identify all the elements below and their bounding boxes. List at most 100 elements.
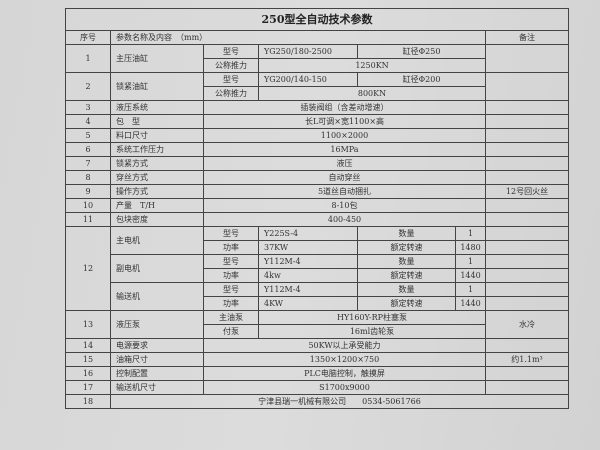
motor-speed: 1440 xyxy=(455,268,486,283)
sub-label: 公称推力 xyxy=(203,86,259,101)
sub-label: 功率 xyxy=(203,240,259,255)
motor-row: 副电机 型号 Y112M-4 数量 1 xyxy=(66,254,570,283)
row-remark xyxy=(484,268,570,283)
motor-qty: 1 xyxy=(455,254,486,269)
row-no: 11 xyxy=(65,212,111,227)
row-remark xyxy=(484,198,570,213)
row-remark xyxy=(484,380,570,395)
row-no: 1 xyxy=(65,44,111,73)
row-name: 系统工作压力 xyxy=(110,142,204,157)
motor-speed: 1480 xyxy=(455,240,486,255)
row-value: 1100×2000 xyxy=(203,128,486,143)
table-row: 公称推力 1250KN xyxy=(66,58,569,73)
table-row: 6 系统工作压力 16MPa xyxy=(65,142,570,157)
sub-label: 型号 xyxy=(203,254,259,269)
table-row: 5 料口尺寸 1100×2000 xyxy=(65,128,570,143)
sub-label: 型号 xyxy=(203,282,259,297)
motor-qty: 1 xyxy=(455,282,486,297)
row-name: 控制配置 xyxy=(110,366,204,381)
table-row: 2 锁紧油缸 型号 YG200/140-150 缸径Φ200 xyxy=(65,72,570,101)
row-remark: 约1.1m³ xyxy=(484,352,570,367)
row-name: 包块密度 xyxy=(110,212,204,227)
sub-label: 额定转速 xyxy=(357,268,456,283)
header-row: 序号 参数名称及内容 （mm） 备注 xyxy=(65,30,570,45)
table-row: 11 包块密度 400-450 xyxy=(65,212,570,227)
row-name: 锁紧油缸 xyxy=(110,72,204,101)
table-row: 15 油箱尺寸 1350×1200×750 约1.1m³ xyxy=(65,352,570,367)
row-no: 7 xyxy=(65,156,111,171)
row-value: 400-450 xyxy=(203,212,486,227)
row-no: 18 xyxy=(65,394,111,409)
row-remark xyxy=(484,72,570,101)
row-remark xyxy=(484,226,570,241)
table-row: 8 穿丝方式 自动穿丝 xyxy=(65,170,570,185)
footer-row: 18 宁津县瑞一机械有限公司 0534-5061766 xyxy=(65,394,570,409)
pump-row: 付泵 16ml齿轮泵 xyxy=(66,324,569,339)
row-no: 17 xyxy=(65,380,111,395)
row-no: 6 xyxy=(65,142,111,157)
table-row: 3 液压系统 插装阀组（含差动增速） xyxy=(65,100,570,115)
sub-label: 额定转速 xyxy=(357,240,456,255)
row-remark xyxy=(484,170,570,185)
row-name: 电源要求 xyxy=(110,338,204,353)
row-value: 16MPa xyxy=(203,142,486,157)
sub-value: 1250KN xyxy=(258,58,486,73)
row-no: 4 xyxy=(65,114,111,129)
sub-label: 数量 xyxy=(357,254,456,269)
motor-qty: 1 xyxy=(455,226,486,241)
sub-value: 16ml齿轮泵 xyxy=(258,324,486,339)
row-remark xyxy=(484,156,570,171)
row-no: 14 xyxy=(65,338,111,353)
row-value: 8-10包 xyxy=(203,198,486,213)
motor-model: Y112M-4 xyxy=(258,254,358,269)
row-value: S1700x9000 xyxy=(203,380,486,395)
motor-power: 37KW xyxy=(258,240,358,255)
row-no: 13 xyxy=(65,310,111,339)
row-no: 8 xyxy=(65,170,111,185)
table-row: 16 控制配置 PLC电脑控制，触摸屏 xyxy=(65,366,570,381)
row-name: 产量 T/H xyxy=(110,198,204,213)
row-name: 锁紧方式 xyxy=(110,156,204,171)
motor-name: 主电机 xyxy=(110,226,204,255)
pump-row: 13 液压泵 主油泵 HY160Y-RP柱塞泵 水冷 xyxy=(65,310,570,339)
motor-speed: 1440 xyxy=(455,296,486,311)
header-param: 参数名称及内容 （mm） xyxy=(110,30,486,45)
row-name: 穿丝方式 xyxy=(110,170,204,185)
motor-row: 输送机 型号 Y112M-4 数量 1 xyxy=(66,282,570,311)
row-no: 5 xyxy=(65,128,111,143)
row-value: 长L可调×宽1100×高 xyxy=(203,114,486,129)
header-no: 序号 xyxy=(65,30,111,45)
row-remark xyxy=(484,142,570,157)
row-value: 50KW以上承受能力 xyxy=(203,338,486,353)
table-row: 10 产量 T/H 8-10包 xyxy=(65,198,570,213)
row-no: 12 xyxy=(65,226,111,311)
table-row: 17 输送机尺寸 S1700x9000 xyxy=(65,380,570,395)
motor-name: 副电机 xyxy=(110,254,204,283)
motor-model: Y112M-4 xyxy=(258,282,358,297)
document-title: 250型全自动技术参数 xyxy=(64,8,570,31)
sub-label: 型号 xyxy=(203,44,259,59)
row-remark xyxy=(484,212,570,227)
row-value: 插装阀组（含差动增速） xyxy=(203,100,486,115)
sub-value: YG250/180-2500 xyxy=(258,44,358,59)
row-name: 油箱尺寸 xyxy=(110,352,204,367)
sub-label: 公称推力 xyxy=(203,58,259,73)
row-name: 操作方式 xyxy=(110,184,204,199)
header-remark: 备注 xyxy=(484,30,570,45)
row-remark: 12号回火丝 xyxy=(484,184,570,199)
row-value: 液压 xyxy=(203,156,486,171)
sub-value: HY160Y-RP柱塞泵 xyxy=(258,310,486,325)
row-no: 2 xyxy=(65,72,111,101)
sub-label: 功率 xyxy=(203,268,259,283)
sub-label: 型号 xyxy=(203,226,259,241)
row-remark: 水冷 xyxy=(484,310,570,339)
row-remark xyxy=(484,100,570,115)
sub-value: YG200/140-150 xyxy=(258,72,358,87)
table-row: 9 操作方式 5道丝自动捆扎 12号回火丝 xyxy=(65,184,570,199)
sub-label: 主油泵 xyxy=(203,310,259,325)
row-remark xyxy=(484,296,570,311)
row-name: 料口尺寸 xyxy=(110,128,204,143)
row-value: 自动穿丝 xyxy=(203,170,486,185)
sub-value: 缸径Φ200 xyxy=(357,72,486,87)
